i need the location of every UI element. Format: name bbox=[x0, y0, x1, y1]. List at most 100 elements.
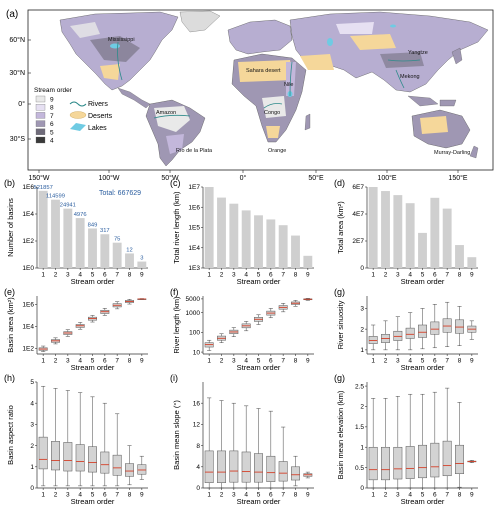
x-tick-label: 9 bbox=[306, 358, 310, 365]
x-tick-label: 6 bbox=[269, 358, 273, 365]
box bbox=[430, 321, 440, 335]
box bbox=[266, 455, 276, 482]
y-tick-label: 1E6 bbox=[22, 302, 34, 309]
panel-c: 1E3 1E4 1E5 1E6 1E7 1 2 3 4 5 6 7 8 9 Stream order Tota… bbox=[170, 178, 314, 286]
lat-label: 0° bbox=[18, 100, 25, 108]
x-tick-label: 1 bbox=[207, 272, 211, 279]
box bbox=[217, 450, 226, 483]
x-tick-label: 6 bbox=[269, 272, 273, 279]
y-tick-label: 1E7 bbox=[188, 184, 200, 191]
x-axis-title: Stream order bbox=[71, 277, 115, 286]
y-tick-label: 4 bbox=[196, 464, 200, 471]
x-tick-label: 6 bbox=[103, 358, 107, 365]
x-axis-title: Stream order bbox=[71, 363, 115, 372]
box bbox=[88, 446, 97, 473]
longitude-labels: 150°W 100°W 50°W 0° 50°E 100°E 150°E bbox=[28, 170, 468, 182]
y-tick-label: 1 bbox=[360, 444, 364, 451]
bar bbox=[51, 199, 60, 268]
latitude-labels: 60°N 30°N 0° 30°S bbox=[9, 36, 31, 143]
bar bbox=[278, 225, 288, 268]
bar bbox=[442, 208, 452, 268]
y-axis-title: Total river length (km) bbox=[172, 191, 181, 264]
legend-label-order-4: 4 bbox=[50, 138, 54, 145]
place-yangtze: Yangtze bbox=[408, 50, 428, 56]
x-tick-label: 3 bbox=[396, 272, 400, 279]
x-tick-label: 5 bbox=[421, 492, 425, 499]
north-america-shade bbox=[90, 36, 140, 62]
box bbox=[368, 336, 378, 344]
y-axis-title: Total area (km²) bbox=[336, 201, 345, 254]
legend-label-rivers: Rivers bbox=[88, 101, 108, 108]
x-axis-title: Stream order bbox=[71, 497, 115, 506]
y-tick-label: 5000 bbox=[186, 296, 201, 303]
legend-label-order-7: 7 bbox=[50, 113, 54, 120]
x-tick-label: 9 bbox=[470, 358, 474, 365]
panel-e: 1E2 1E4 1E6 1 2 3 4 5 6 7 8 9 Stream order Basin area… bbox=[4, 287, 148, 372]
bar-data-label: 317 bbox=[100, 228, 110, 234]
bar bbox=[368, 187, 378, 268]
box bbox=[381, 446, 390, 481]
bar-data-label: 114599 bbox=[46, 194, 65, 200]
siberia-basin bbox=[336, 22, 374, 34]
x-tick-label: 7 bbox=[281, 492, 285, 499]
box bbox=[430, 442, 440, 478]
x-tick-label: 6 bbox=[433, 358, 437, 365]
lon-label: 150°W bbox=[28, 174, 49, 182]
y-tick-label: 10 bbox=[193, 349, 201, 356]
y-tick-label: 1E6 bbox=[22, 184, 34, 191]
y-tick-label: 0 bbox=[360, 485, 364, 492]
x-tick-label: 7 bbox=[281, 358, 285, 365]
panel-g2: 0 0.5 1 1.5 2 2.5 1 2 3 4 5 6 7 8 9 Stream order Basin m… bbox=[334, 373, 478, 506]
bar bbox=[455, 245, 464, 268]
x-tick-label: 1 bbox=[41, 272, 45, 279]
box bbox=[455, 319, 464, 334]
legend-label-deserts: Deserts bbox=[88, 113, 113, 120]
place-mississippi: Mississippi bbox=[108, 37, 135, 43]
x-tick-label: 4 bbox=[78, 358, 82, 365]
box bbox=[418, 444, 427, 479]
x-tick-label: 4 bbox=[244, 492, 248, 499]
arctic-shade bbox=[70, 22, 100, 38]
x-tick-label: 9 bbox=[306, 492, 310, 499]
lon-label: 100°E bbox=[377, 174, 396, 182]
legend-swatch-order-6 bbox=[35, 120, 46, 127]
box bbox=[75, 444, 85, 472]
bar bbox=[137, 261, 147, 268]
box bbox=[405, 446, 415, 479]
panel-label: (i) bbox=[170, 373, 178, 383]
kalahari-desert bbox=[266, 126, 280, 138]
y-axis-title: Number of basins bbox=[6, 198, 15, 257]
x-tick-label: 9 bbox=[470, 272, 474, 279]
x-tick-label: 9 bbox=[140, 272, 144, 279]
mekong-river bbox=[395, 69, 405, 89]
x-tick-label: 3 bbox=[396, 358, 400, 365]
bar bbox=[254, 215, 263, 268]
x-tick-label: 8 bbox=[294, 358, 298, 365]
x-tick-label: 5 bbox=[91, 272, 95, 279]
y-tick-label: 0.5 bbox=[355, 465, 364, 472]
y-tick-label: 2.5 bbox=[355, 383, 364, 390]
lat-label: 60°N bbox=[9, 36, 25, 44]
box bbox=[137, 464, 147, 475]
japan bbox=[451, 47, 463, 65]
panel-label: (b) bbox=[4, 178, 15, 188]
legend-rivers-line bbox=[69, 101, 87, 107]
y-tick-label: 1E5 bbox=[188, 225, 200, 232]
bar bbox=[430, 197, 440, 268]
legend-swatch-order-5 bbox=[35, 128, 46, 135]
panel-label: (d) bbox=[334, 178, 345, 188]
box bbox=[229, 450, 239, 483]
x-tick-label: 8 bbox=[128, 492, 132, 499]
x-tick-label: 7 bbox=[445, 358, 449, 365]
amazon-river bbox=[153, 114, 191, 119]
x-tick-label: 4 bbox=[244, 358, 248, 365]
y-tick-label: 0 bbox=[360, 265, 364, 272]
x-tick-label: 3 bbox=[232, 272, 236, 279]
y-tick-label: 1000 bbox=[186, 310, 201, 317]
x-tick-label: 1 bbox=[371, 358, 375, 365]
box bbox=[204, 450, 214, 483]
legend-label-order-6: 6 bbox=[50, 121, 54, 128]
y-tick-label: 2 bbox=[360, 326, 364, 333]
